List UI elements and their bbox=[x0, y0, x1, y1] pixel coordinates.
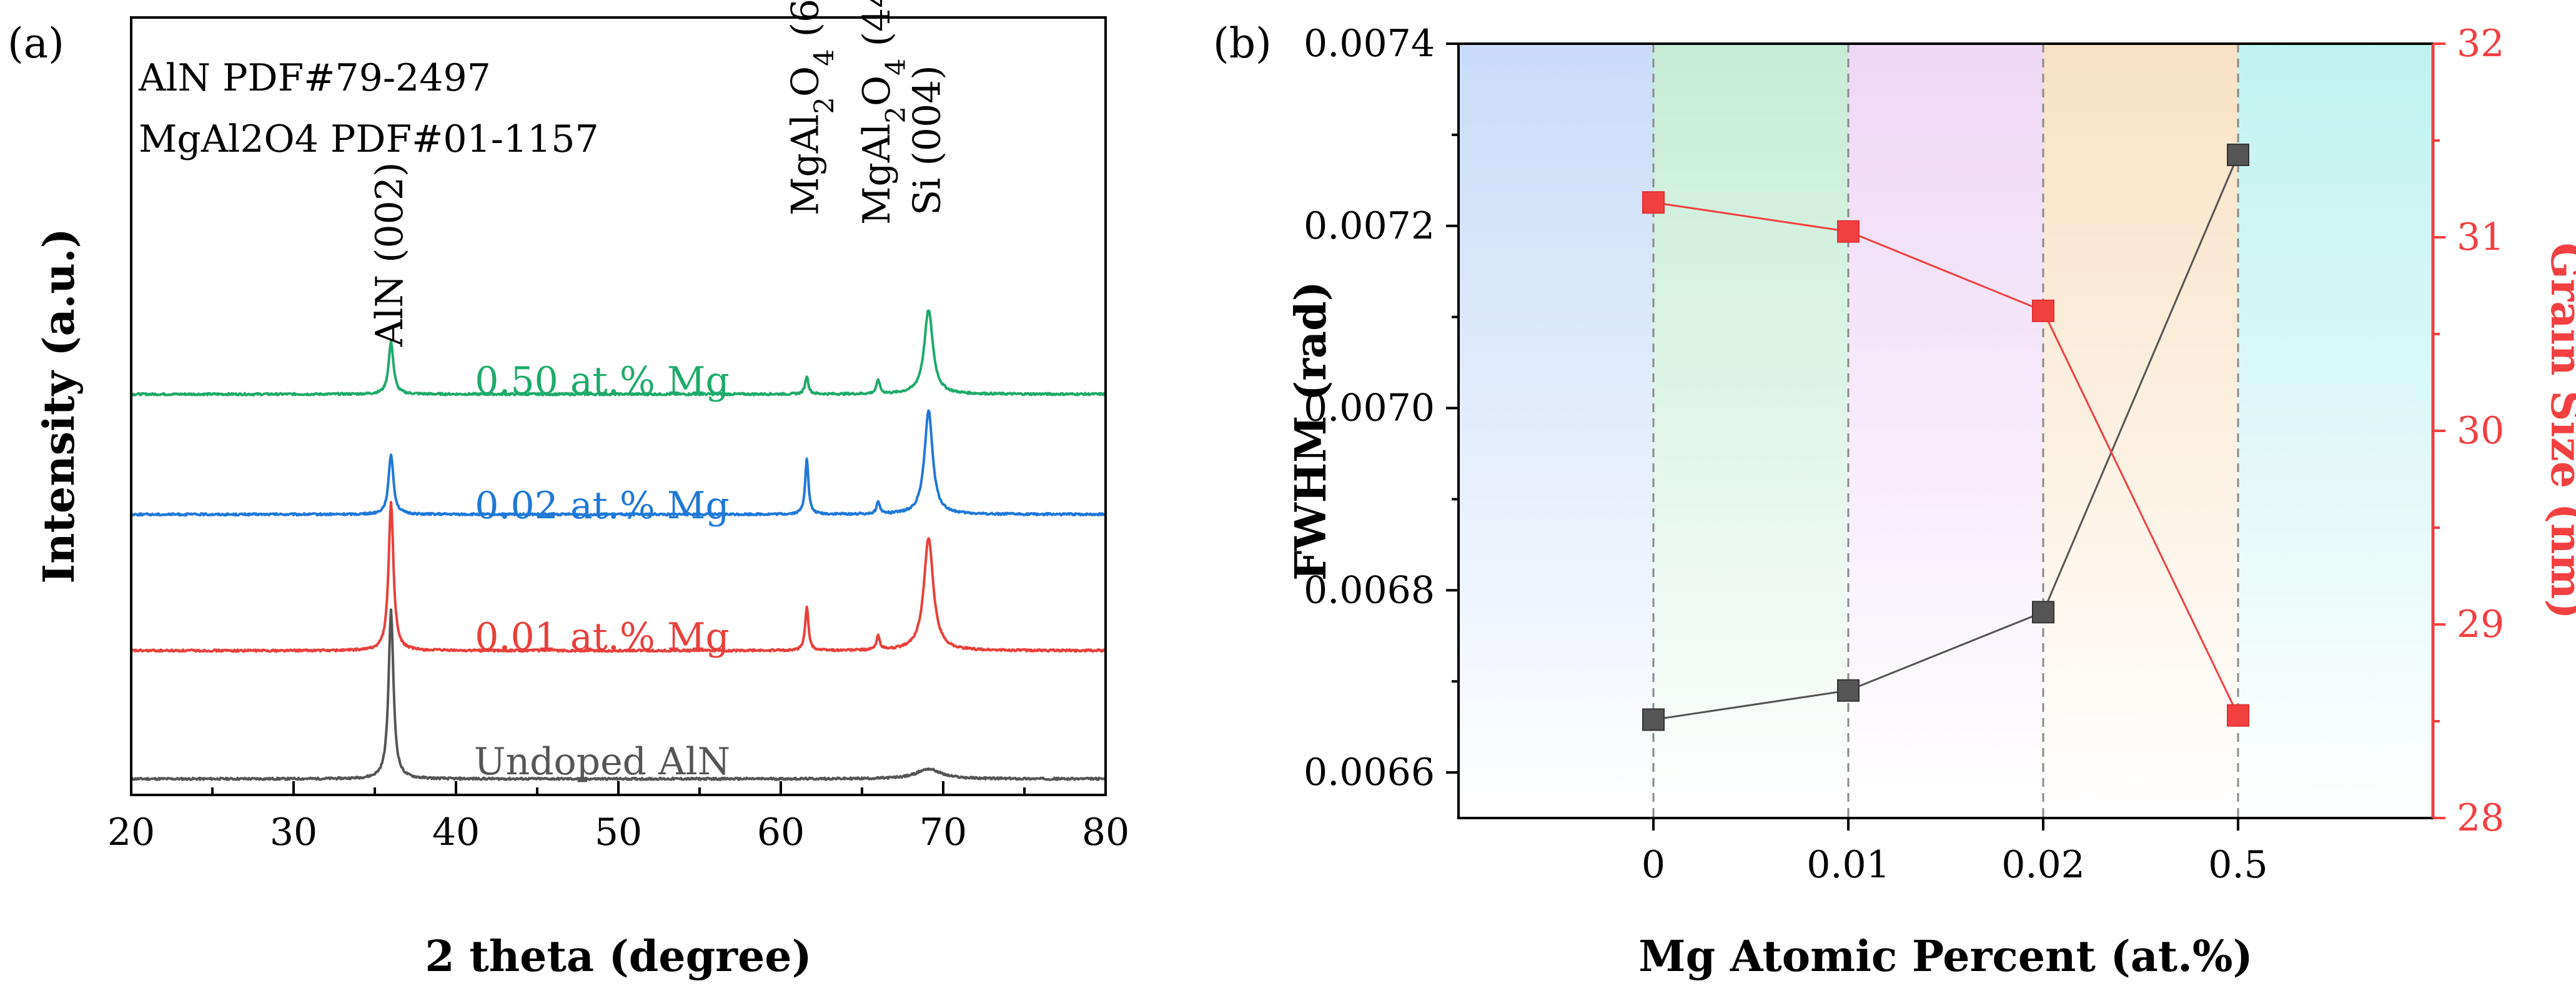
panel-b-left-y-ticks: 0.0066 0.0068 0.0070 0.0072 0.0074 bbox=[1304, 22, 1459, 794]
panel-a-series-labels: Undoped AlN 0.01 at.% Mg 0.02 at.% Mg 0.50 … bbox=[474, 359, 730, 784]
data-point-fwhm bbox=[2227, 143, 2249, 166]
panel-b-left-y-axis-title: FWHM (rad) bbox=[1286, 281, 1336, 581]
background-band-2 bbox=[1848, 44, 2043, 818]
b-x-tick-label: 0.01 bbox=[1806, 843, 1890, 887]
a-x-tick-label: 20 bbox=[107, 811, 155, 854]
panel-a-x-axis-title: 2 theta (degree) bbox=[425, 932, 811, 982]
b-y-tick-label: 0.0074 bbox=[1304, 22, 1435, 66]
series-label-2: 0.02 at.% Mg bbox=[475, 484, 730, 528]
series-label-3: 0.50 at.% Mg bbox=[475, 359, 730, 403]
panel-b-right-y-ticks: 28 29 30 31 32 bbox=[2433, 22, 2504, 840]
panel-b-x-axis-title: Mg Atomic Percent (at.%) bbox=[1638, 932, 2252, 982]
data-point-grain-size bbox=[2032, 299, 2054, 322]
b-right-y-tick-label: 28 bbox=[2457, 796, 2504, 840]
b-x-tick-label: 0.02 bbox=[2001, 843, 2085, 887]
data-point-grain-size bbox=[1642, 191, 1665, 214]
panel-b-right-y-axis-title: Grain Size (nm) bbox=[2541, 242, 2576, 619]
data-point-fwhm bbox=[1837, 679, 1860, 702]
b-right-y-tick-label: 32 bbox=[2457, 22, 2504, 66]
series-label-1: 0.01 at.% Mg bbox=[475, 615, 730, 659]
panel-b-x-ticks: 0 0.01 0.02 0.5 bbox=[1642, 818, 2268, 887]
peak-label-0: AlN (002) bbox=[368, 162, 412, 347]
reference-aln: AlN PDF#79-2497 bbox=[138, 56, 491, 100]
panel-b: (b) 0 0.01 0.02 0.5 0.0066 0.0068 0.0070 0.007… bbox=[1213, 19, 2576, 982]
panel-a-y-axis-title: Intensity (a.u.) bbox=[34, 228, 84, 583]
a-x-tick-label: 60 bbox=[757, 811, 805, 854]
b-y-tick-label: 0.0066 bbox=[1304, 751, 1435, 794]
b-y-tick-label: 0.0068 bbox=[1304, 568, 1435, 612]
xrd-line-2 bbox=[130, 409, 1106, 517]
panel-a: (a) 20 30 40 50 60 70 80 AlN PDF#79-2497 MgAl2… bbox=[7, 0, 1129, 982]
b-right-y-tick-label: 30 bbox=[2457, 409, 2504, 453]
background-band-0 bbox=[1459, 44, 1653, 818]
panel-a-label: (a) bbox=[7, 19, 64, 67]
data-point-grain-size bbox=[1837, 220, 1860, 243]
b-y-tick-label: 0.0070 bbox=[1304, 387, 1435, 430]
data-point-fwhm bbox=[1642, 708, 1665, 731]
data-point-grain-size bbox=[2227, 704, 2249, 727]
background-band-1 bbox=[1653, 44, 1848, 818]
background-band-3 bbox=[2043, 44, 2238, 818]
peak-label-2: MgAl2O4 (444) bbox=[855, 0, 912, 225]
b-right-y-tick-label: 29 bbox=[2457, 603, 2504, 646]
a-x-tick-label: 40 bbox=[432, 811, 480, 854]
series-line-grain-size bbox=[1653, 201, 2239, 716]
series-label-0: Undoped AlN bbox=[474, 740, 730, 784]
b-y-tick-label: 0.0072 bbox=[1304, 204, 1435, 248]
panel-b-background-bands bbox=[1459, 44, 2433, 818]
reference-mgal2o4: MgAl2O4 PDF#01-1157 bbox=[139, 117, 599, 161]
a-x-tick-label: 80 bbox=[1082, 811, 1129, 854]
peak-label-1: MgAl2O4 (640) bbox=[784, 0, 841, 215]
xrd-line-3 bbox=[131, 309, 1107, 397]
b-x-tick-label: 0 bbox=[1642, 843, 1665, 887]
b-right-y-tick-label: 31 bbox=[2457, 215, 2504, 259]
xrd-line-1 bbox=[131, 501, 1106, 653]
background-band-4 bbox=[2238, 44, 2433, 818]
series-line-fwhm bbox=[1653, 154, 2239, 721]
data-point-fwhm bbox=[2032, 601, 2054, 624]
a-x-tick-label: 30 bbox=[270, 811, 317, 854]
panel-b-label: (b) bbox=[1213, 19, 1272, 67]
b-x-tick-label: 0.5 bbox=[2208, 843, 2267, 887]
panel-a-x-ticks: 20 30 40 50 60 70 80 bbox=[107, 781, 1129, 854]
peak-label-3: Si (004) bbox=[906, 65, 949, 215]
panel-a-series bbox=[130, 309, 1107, 781]
xrd-line-0 bbox=[130, 608, 1107, 781]
a-x-tick-label: 50 bbox=[595, 811, 642, 854]
panel-a-peak-labels: AlN (002) MgAl2O4 (640)MgAl2O4 (444)Si (0… bbox=[368, 0, 949, 347]
a-x-tick-label: 70 bbox=[919, 811, 967, 854]
panel-b-series bbox=[1642, 143, 2249, 731]
